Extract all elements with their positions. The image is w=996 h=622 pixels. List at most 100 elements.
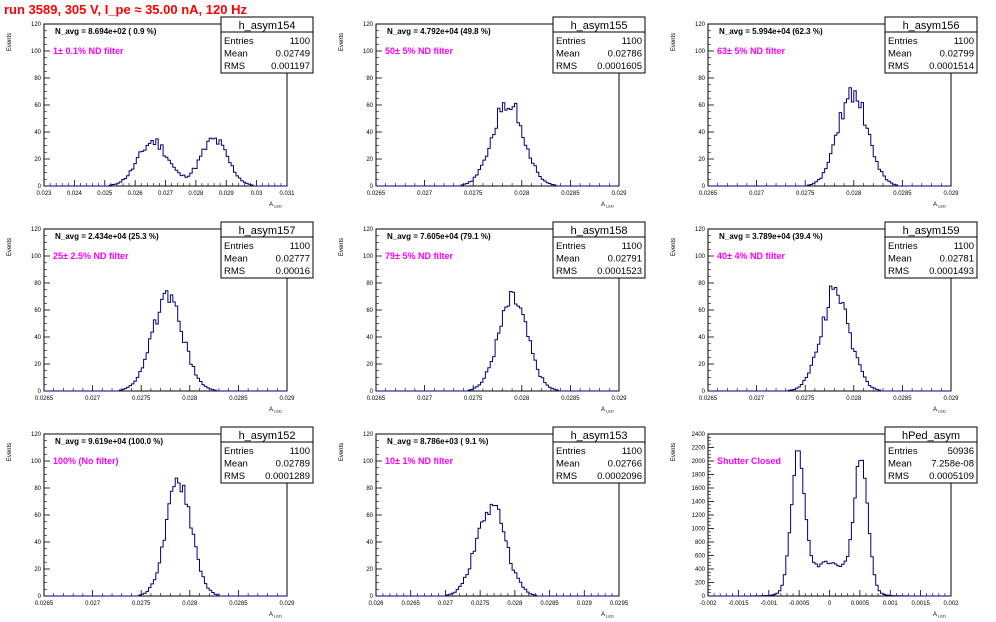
stats-value-entries: 50936 [948, 446, 974, 457]
x-tick-label: 0 [828, 601, 832, 607]
x-tick-label: 0.0275 [132, 396, 151, 402]
y-tick-label: 200 [695, 581, 706, 587]
x-axis-title: A LED [933, 202, 946, 209]
stats-key-mean: Mean [556, 49, 580, 60]
stats-key-entries: Entries [556, 241, 586, 252]
stats-box [884, 221, 978, 279]
stats-key-mean: Mean [224, 459, 248, 470]
x-tick-label: 0.025 [97, 191, 113, 197]
y-tick-label: 120 [695, 227, 706, 233]
y-tick-label: 1400 [692, 500, 706, 506]
y-tick-label: 2000 [692, 459, 706, 465]
navg-label: N_avg = 2.434e+04 (25.3 %) [55, 232, 159, 241]
x-tick-label: 0.0265 [367, 396, 386, 402]
x-tick-label: 0.0275 [464, 396, 483, 402]
y-tick-label: 20 [366, 157, 373, 163]
panel-h_asym158: 0.0265 0.027 0.0275 0.028 0.0285 0.029 0 20 40 60… [339, 221, 646, 414]
stats-value-entries: 1100 [622, 446, 642, 457]
y-tick-label: 120 [363, 227, 374, 233]
x-axis-title: A LED [269, 612, 282, 619]
y-tick-label: 40 [698, 130, 705, 136]
y-tick-label: 20 [34, 157, 41, 163]
stats-value-rms: 0.001197 [271, 61, 310, 72]
y-axis-title: Events [7, 33, 13, 51]
navg-label: N_avg = 7.605e+04 (79.1 %) [387, 232, 491, 241]
y-tick-label: 2200 [692, 446, 706, 452]
x-tick-label: -0.001 [760, 601, 778, 607]
y-tick-label: 40 [34, 335, 41, 341]
stats-box [552, 221, 646, 279]
stats-value-mean: 7.258e-08 [931, 459, 974, 470]
x-tick-label: 0.027 [417, 191, 433, 197]
stats-value-entries: 1100 [622, 241, 642, 252]
histogram-line [376, 503, 619, 597]
stats-title: h_asym157 [239, 225, 296, 237]
filter-label: 50± 5% ND filter [385, 46, 453, 56]
stats-title: h_asym159 [903, 225, 960, 237]
filter-label: 10± 1% ND filter [385, 456, 453, 466]
y-axis-title: Events [339, 33, 345, 51]
filter-label: 79± 5% ND filter [385, 251, 453, 261]
x-tick-label: 0.0285 [561, 191, 580, 197]
y-tick-label: 0 [702, 594, 706, 600]
stats-value-entries: 1100 [290, 36, 310, 47]
filter-label: 1± 0.1% ND filter [53, 46, 124, 56]
x-tick-label: 0.027 [749, 396, 765, 402]
stats-value-rms: 0.0001493 [929, 266, 974, 277]
y-tick-label: 60 [698, 308, 705, 314]
stats-key-rms: RMS [888, 61, 909, 72]
x-axis-title: A LED [601, 407, 614, 414]
y-tick-label: 100 [695, 254, 706, 260]
x-tick-label: 0.026 [128, 191, 144, 197]
x-tick-label: 0.029 [943, 396, 959, 402]
y-tick-label: 40 [366, 540, 373, 546]
x-tick-label: 0.028 [507, 601, 523, 607]
stats-box [884, 426, 978, 484]
x-tick-label: 0.0275 [471, 601, 490, 607]
x-tick-label: 0.0285 [893, 191, 912, 197]
y-tick-label: 60 [34, 103, 41, 109]
x-tick-label: 0.024 [67, 191, 83, 197]
panel-h_asym156: 0.0265 0.027 0.0275 0.028 0.0285 0.029 0 20 40 60… [671, 16, 978, 209]
stats-value-mean: 0.02799 [940, 49, 974, 60]
y-tick-label: 0 [370, 594, 374, 600]
navg-label: N_avg = 3.789e+04 (39.4 %) [719, 232, 823, 241]
y-tick-label: 100 [695, 49, 706, 55]
panel-h_asym152: 0.0265 0.027 0.0275 0.028 0.0285 0.029 0 20 40 60… [7, 426, 314, 619]
panel-h_asym154: 0.023 0.024 0.025 0.026 0.027 0.028 0.029 0.03 0… [7, 16, 314, 209]
x-tick-label: 0.0275 [132, 601, 151, 607]
y-tick-label: 100 [363, 254, 374, 260]
x-tick-label: 0.0005 [851, 601, 870, 607]
x-tick-label: 0.03 [251, 191, 263, 197]
x-tick-label: 0.027 [158, 191, 174, 197]
stats-key-mean: Mean [556, 459, 580, 470]
x-tick-label: 0.031 [279, 191, 295, 197]
stats-key-rms: RMS [556, 61, 577, 72]
y-tick-label: 1600 [692, 486, 706, 492]
y-tick-label: 40 [698, 335, 705, 341]
x-tick-label: 0.023 [36, 191, 52, 197]
x-tick-label: 0.029 [611, 396, 627, 402]
y-tick-label: 40 [34, 540, 41, 546]
y-axis-title: Events [671, 443, 677, 461]
y-tick-label: 600 [695, 554, 706, 560]
stats-title: h_asym153 [571, 430, 628, 442]
y-tick-label: 1200 [692, 513, 706, 519]
stats-key-entries: Entries [224, 241, 254, 252]
panel-h_asym155: 0.0265 0.027 0.0275 0.028 0.0285 0.029 0 20 40 60… [339, 16, 646, 209]
stats-title: hPed_asym [902, 430, 960, 442]
y-axis-title: Events [7, 443, 13, 461]
x-tick-label: 0.0265 [35, 601, 54, 607]
x-tick-label: 0.028 [846, 191, 862, 197]
y-tick-label: 20 [34, 567, 41, 573]
x-tick-label: 0.028 [514, 191, 530, 197]
x-tick-label: 0.029 [219, 191, 235, 197]
y-tick-label: 120 [695, 22, 706, 28]
y-tick-label: 80 [34, 486, 41, 492]
stats-box [552, 16, 646, 74]
y-tick-label: 40 [366, 335, 373, 341]
x-tick-label: 0.028 [188, 191, 204, 197]
y-tick-label: 800 [695, 540, 706, 546]
y-tick-label: 0 [370, 389, 374, 395]
stats-value-rms: 0.0001523 [597, 266, 642, 277]
